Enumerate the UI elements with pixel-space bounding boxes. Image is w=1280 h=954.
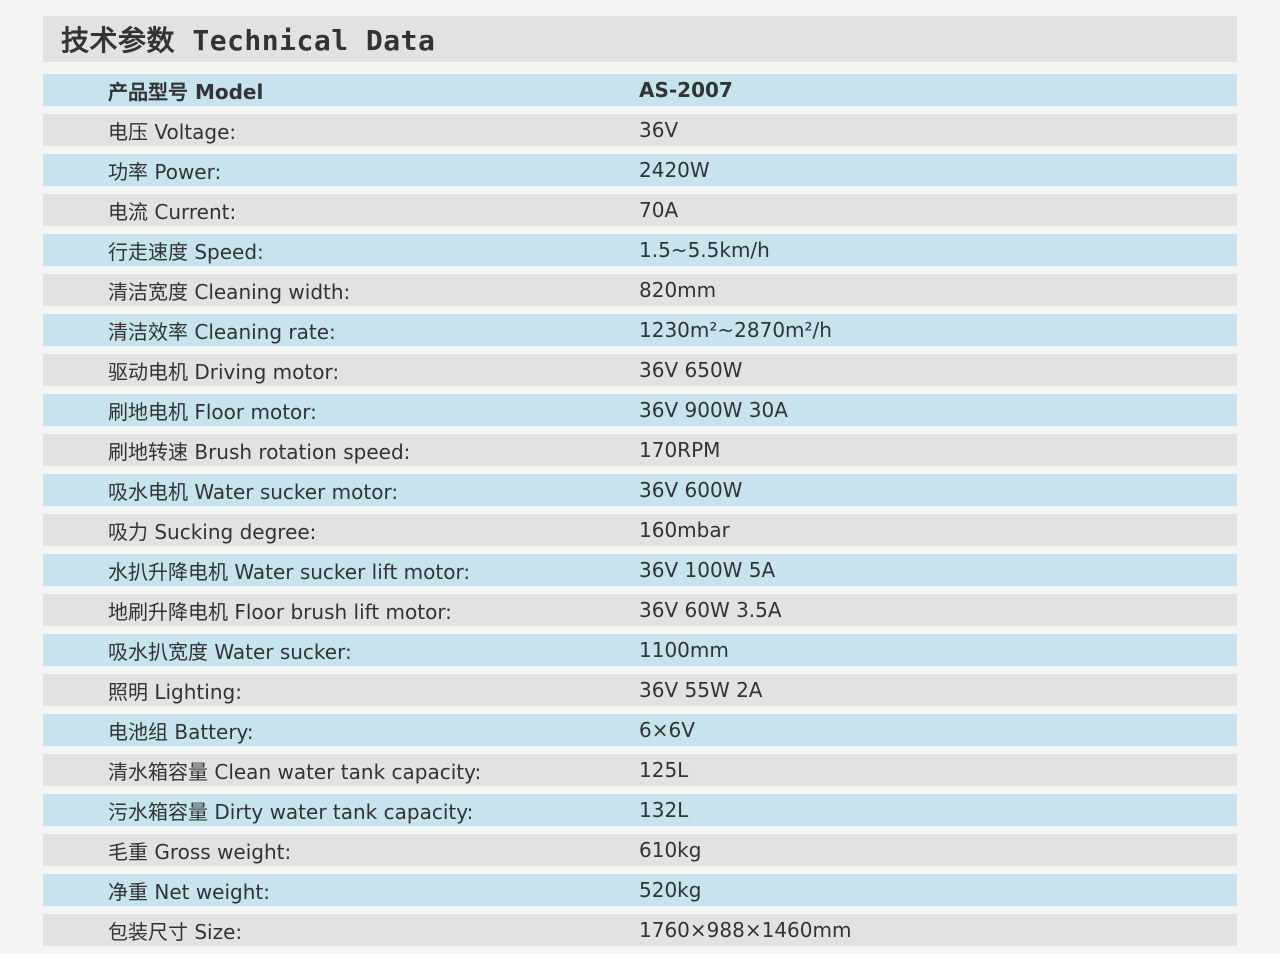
spec-row: 吸水电机 Water sucker motor: 36V 600W <box>43 474 1237 506</box>
spec-header-row: 产品型号 Model AS-2007 <box>43 74 1237 106</box>
spec-label: 刷地电机 Floor motor: <box>108 399 317 424</box>
spec-label: 清洁宽度 Cleaning width: <box>108 279 351 304</box>
spec-row: 电流 Current: 70A <box>43 194 1237 226</box>
spec-value: 170RPM <box>639 438 721 462</box>
spec-label: 产品型号 Model <box>108 79 264 104</box>
spec-row: 清洁宽度 Cleaning width: 820mm <box>43 274 1237 306</box>
page-title: 技术参数 Technical Data <box>61 24 436 57</box>
spec-row: 吸力 Sucking degree: 160mbar <box>43 514 1237 546</box>
spec-label: 刷地转速 Brush rotation speed: <box>108 439 411 464</box>
spec-row: 刷地转速 Brush rotation speed: 170RPM <box>43 434 1237 466</box>
spec-label: 电压 Voltage: <box>108 119 237 144</box>
spec-row: 地刷升降电机 Floor brush lift motor: 36V 60W 3.… <box>43 594 1237 626</box>
spec-value: 36V 60W 3.5A <box>639 598 782 622</box>
spec-value: 36V 900W 30A <box>639 398 788 422</box>
spec-label: 电池组 Battery: <box>108 719 254 744</box>
spec-row: 清水箱容量 Clean water tank capacity: 125L <box>43 754 1237 786</box>
spec-value: 36V 650W <box>639 358 743 382</box>
spec-label: 净重 Net weight: <box>108 879 270 904</box>
spec-label: 功率 Power: <box>108 159 222 184</box>
spec-label: 地刷升降电机 Floor brush lift motor: <box>108 599 452 624</box>
spec-value: AS-2007 <box>639 78 733 102</box>
spec-value: 820mm <box>639 278 717 302</box>
spec-row: 刷地电机 Floor motor: 36V 900W 30A <box>43 394 1237 426</box>
spec-value: 1230m²~2870m²/h <box>639 318 832 342</box>
spec-label: 吸水电机 Water sucker motor: <box>108 479 399 504</box>
technical-data-table: 技术参数 Technical Data 产品型号 Model AS-2007 电压 … <box>43 16 1237 954</box>
spec-rows: 产品型号 Model AS-2007 电压 Voltage: 36V 功率 Power:… <box>43 74 1237 946</box>
spec-value: 6×6V <box>639 718 695 742</box>
spec-row: 电压 Voltage: 36V <box>43 114 1237 146</box>
spec-label: 驱动电机 Driving motor: <box>108 359 340 384</box>
spec-value: 520kg <box>639 878 702 902</box>
spec-label: 行走速度 Speed: <box>108 239 264 264</box>
spec-label: 污水箱容量 Dirty water tank capacity: <box>108 799 474 824</box>
spec-value: 1100mm <box>639 638 729 662</box>
spec-label: 清洁效率 Cleaning rate: <box>108 319 336 344</box>
spec-label: 毛重 Gross weight: <box>108 839 292 864</box>
spec-label: 清水箱容量 Clean water tank capacity: <box>108 759 482 784</box>
spec-row: 污水箱容量 Dirty water tank capacity: 132L <box>43 794 1237 826</box>
spec-value: 160mbar <box>639 518 730 542</box>
spec-value: 36V 55W 2A <box>639 678 763 702</box>
spec-value: 132L <box>639 798 689 822</box>
spec-row: 清洁效率 Cleaning rate: 1230m²~2870m²/h <box>43 314 1237 346</box>
spec-label: 吸水扒宽度 Water sucker: <box>108 639 352 664</box>
spec-value: 125L <box>639 758 689 782</box>
spec-value: 36V 100W 5A <box>639 558 776 582</box>
spec-row: 毛重 Gross weight: 610kg <box>43 834 1237 866</box>
spec-label: 照明 Lighting: <box>108 679 242 704</box>
spec-row: 吸水扒宽度 Water sucker: 1100mm <box>43 634 1237 666</box>
spec-row: 包装尺寸 Size: 1760×988×1460mm <box>43 914 1237 946</box>
spec-row: 照明 Lighting: 36V 55W 2A <box>43 674 1237 706</box>
spec-row: 电池组 Battery: 6×6V <box>43 714 1237 746</box>
spec-row: 驱动电机 Driving motor: 36V 650W <box>43 354 1237 386</box>
spec-value: 36V <box>639 118 679 142</box>
spec-row: 功率 Power: 2420W <box>43 154 1237 186</box>
spec-row: 水扒升降电机 Water sucker lift motor: 36V 100W … <box>43 554 1237 586</box>
spec-label: 吸力 Sucking degree: <box>108 519 317 544</box>
spec-label: 水扒升降电机 Water sucker lift motor: <box>108 559 471 584</box>
spec-value: 36V 600W <box>639 478 743 502</box>
spec-value: 2420W <box>639 158 710 182</box>
spec-value: 1.5~5.5km/h <box>639 238 770 262</box>
spec-label: 电流 Current: <box>108 199 237 224</box>
spec-row: 净重 Net weight: 520kg <box>43 874 1237 906</box>
spec-value: 70A <box>639 198 679 222</box>
spec-label: 包装尺寸 Size: <box>108 919 243 944</box>
title-bar: 技术参数 Technical Data <box>43 16 1237 62</box>
spec-value: 610kg <box>639 838 702 862</box>
spec-row: 行走速度 Speed: 1.5~5.5km/h <box>43 234 1237 266</box>
spec-value: 1760×988×1460mm <box>639 918 852 942</box>
